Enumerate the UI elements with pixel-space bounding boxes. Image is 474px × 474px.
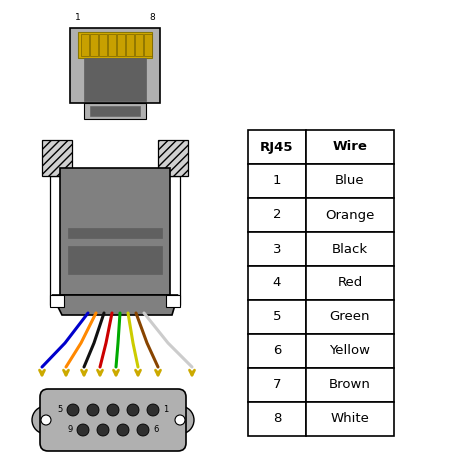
- Circle shape: [87, 404, 99, 416]
- Bar: [248, 164, 306, 198]
- Bar: [166, 295, 180, 307]
- Bar: [306, 334, 394, 368]
- Text: Red: Red: [337, 276, 363, 290]
- Bar: [50, 176, 64, 305]
- Bar: [50, 295, 64, 307]
- Circle shape: [67, 404, 79, 416]
- Bar: [68, 246, 162, 274]
- Bar: [117, 34, 126, 56]
- Bar: [306, 232, 394, 266]
- Circle shape: [77, 424, 89, 436]
- Bar: [306, 368, 394, 402]
- Bar: [90, 106, 140, 116]
- Bar: [248, 232, 306, 266]
- Bar: [70, 28, 160, 103]
- Bar: [68, 228, 162, 238]
- Bar: [248, 266, 306, 300]
- Bar: [306, 130, 394, 164]
- Text: Orange: Orange: [325, 209, 374, 221]
- Circle shape: [166, 406, 194, 434]
- Circle shape: [32, 406, 60, 434]
- Text: Brown: Brown: [329, 379, 371, 392]
- Bar: [166, 176, 180, 305]
- Bar: [90, 34, 99, 56]
- Text: 4: 4: [273, 276, 281, 290]
- Circle shape: [107, 404, 119, 416]
- Bar: [248, 130, 306, 164]
- Text: Black: Black: [332, 243, 368, 255]
- Circle shape: [97, 424, 109, 436]
- Circle shape: [175, 415, 185, 425]
- Text: 1: 1: [273, 174, 281, 188]
- Bar: [60, 168, 170, 295]
- Bar: [306, 402, 394, 436]
- Text: 1: 1: [163, 405, 168, 414]
- Text: Blue: Blue: [335, 174, 365, 188]
- Text: RJ45: RJ45: [260, 140, 294, 154]
- Bar: [248, 368, 306, 402]
- Bar: [306, 266, 394, 300]
- Bar: [144, 34, 153, 56]
- Bar: [81, 34, 90, 56]
- Text: 5: 5: [58, 405, 63, 414]
- Bar: [135, 34, 144, 56]
- Text: White: White: [330, 412, 369, 426]
- Text: 2: 2: [273, 209, 281, 221]
- Bar: [78, 32, 152, 58]
- Polygon shape: [52, 295, 178, 315]
- Text: Wire: Wire: [333, 140, 367, 154]
- Text: 6: 6: [273, 345, 281, 357]
- Bar: [126, 34, 135, 56]
- Text: 6: 6: [153, 426, 158, 435]
- Text: 9: 9: [68, 426, 73, 435]
- Circle shape: [41, 415, 51, 425]
- Text: Yellow: Yellow: [329, 345, 371, 357]
- Text: 3: 3: [273, 243, 281, 255]
- Bar: [248, 198, 306, 232]
- Bar: [306, 300, 394, 334]
- Text: 7: 7: [273, 379, 281, 392]
- Bar: [248, 300, 306, 334]
- Circle shape: [137, 424, 149, 436]
- Bar: [158, 140, 188, 176]
- Bar: [306, 164, 394, 198]
- Text: 5: 5: [273, 310, 281, 323]
- Bar: [248, 402, 306, 436]
- Bar: [99, 34, 108, 56]
- Bar: [306, 198, 394, 232]
- Bar: [42, 140, 72, 176]
- Text: Green: Green: [330, 310, 370, 323]
- Bar: [248, 334, 306, 368]
- Circle shape: [117, 424, 129, 436]
- Circle shape: [147, 404, 159, 416]
- Bar: [84, 58, 146, 101]
- Text: 1: 1: [75, 13, 81, 22]
- Bar: [108, 34, 117, 56]
- Circle shape: [127, 404, 139, 416]
- Bar: [84, 103, 146, 119]
- Text: 8: 8: [273, 412, 281, 426]
- FancyBboxPatch shape: [40, 389, 186, 451]
- Text: 8: 8: [149, 13, 155, 22]
